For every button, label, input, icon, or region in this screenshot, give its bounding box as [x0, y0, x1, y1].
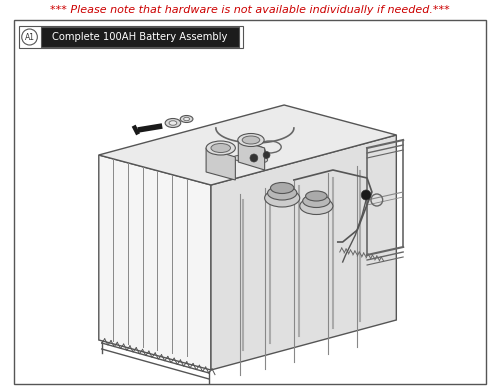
Text: *** Please note that hardware is not available individually if needed.***: *** Please note that hardware is not ava…	[50, 5, 450, 15]
Polygon shape	[99, 105, 396, 185]
Circle shape	[22, 29, 38, 45]
Ellipse shape	[234, 156, 243, 160]
Ellipse shape	[300, 197, 333, 215]
Ellipse shape	[258, 158, 268, 163]
Ellipse shape	[242, 152, 252, 158]
Polygon shape	[99, 155, 211, 370]
Ellipse shape	[169, 121, 177, 125]
Ellipse shape	[306, 191, 327, 201]
Ellipse shape	[264, 189, 300, 207]
Ellipse shape	[206, 141, 236, 155]
Ellipse shape	[242, 136, 260, 144]
Circle shape	[263, 151, 270, 158]
Ellipse shape	[180, 115, 193, 122]
Circle shape	[250, 154, 258, 162]
Ellipse shape	[249, 160, 259, 165]
Text: A1: A1	[24, 32, 34, 41]
Ellipse shape	[270, 183, 294, 194]
Ellipse shape	[238, 133, 264, 147]
Text: Complete 100AH Battery Assembly: Complete 100AH Battery Assembly	[52, 32, 228, 42]
Ellipse shape	[211, 143, 231, 152]
Polygon shape	[238, 140, 264, 170]
Bar	[41, 27, 239, 47]
Ellipse shape	[302, 194, 330, 208]
Polygon shape	[211, 135, 396, 370]
Ellipse shape	[184, 117, 190, 121]
Bar	[19, 26, 243, 48]
Ellipse shape	[165, 118, 180, 127]
Polygon shape	[206, 148, 236, 180]
Circle shape	[361, 190, 371, 200]
Ellipse shape	[268, 186, 297, 200]
